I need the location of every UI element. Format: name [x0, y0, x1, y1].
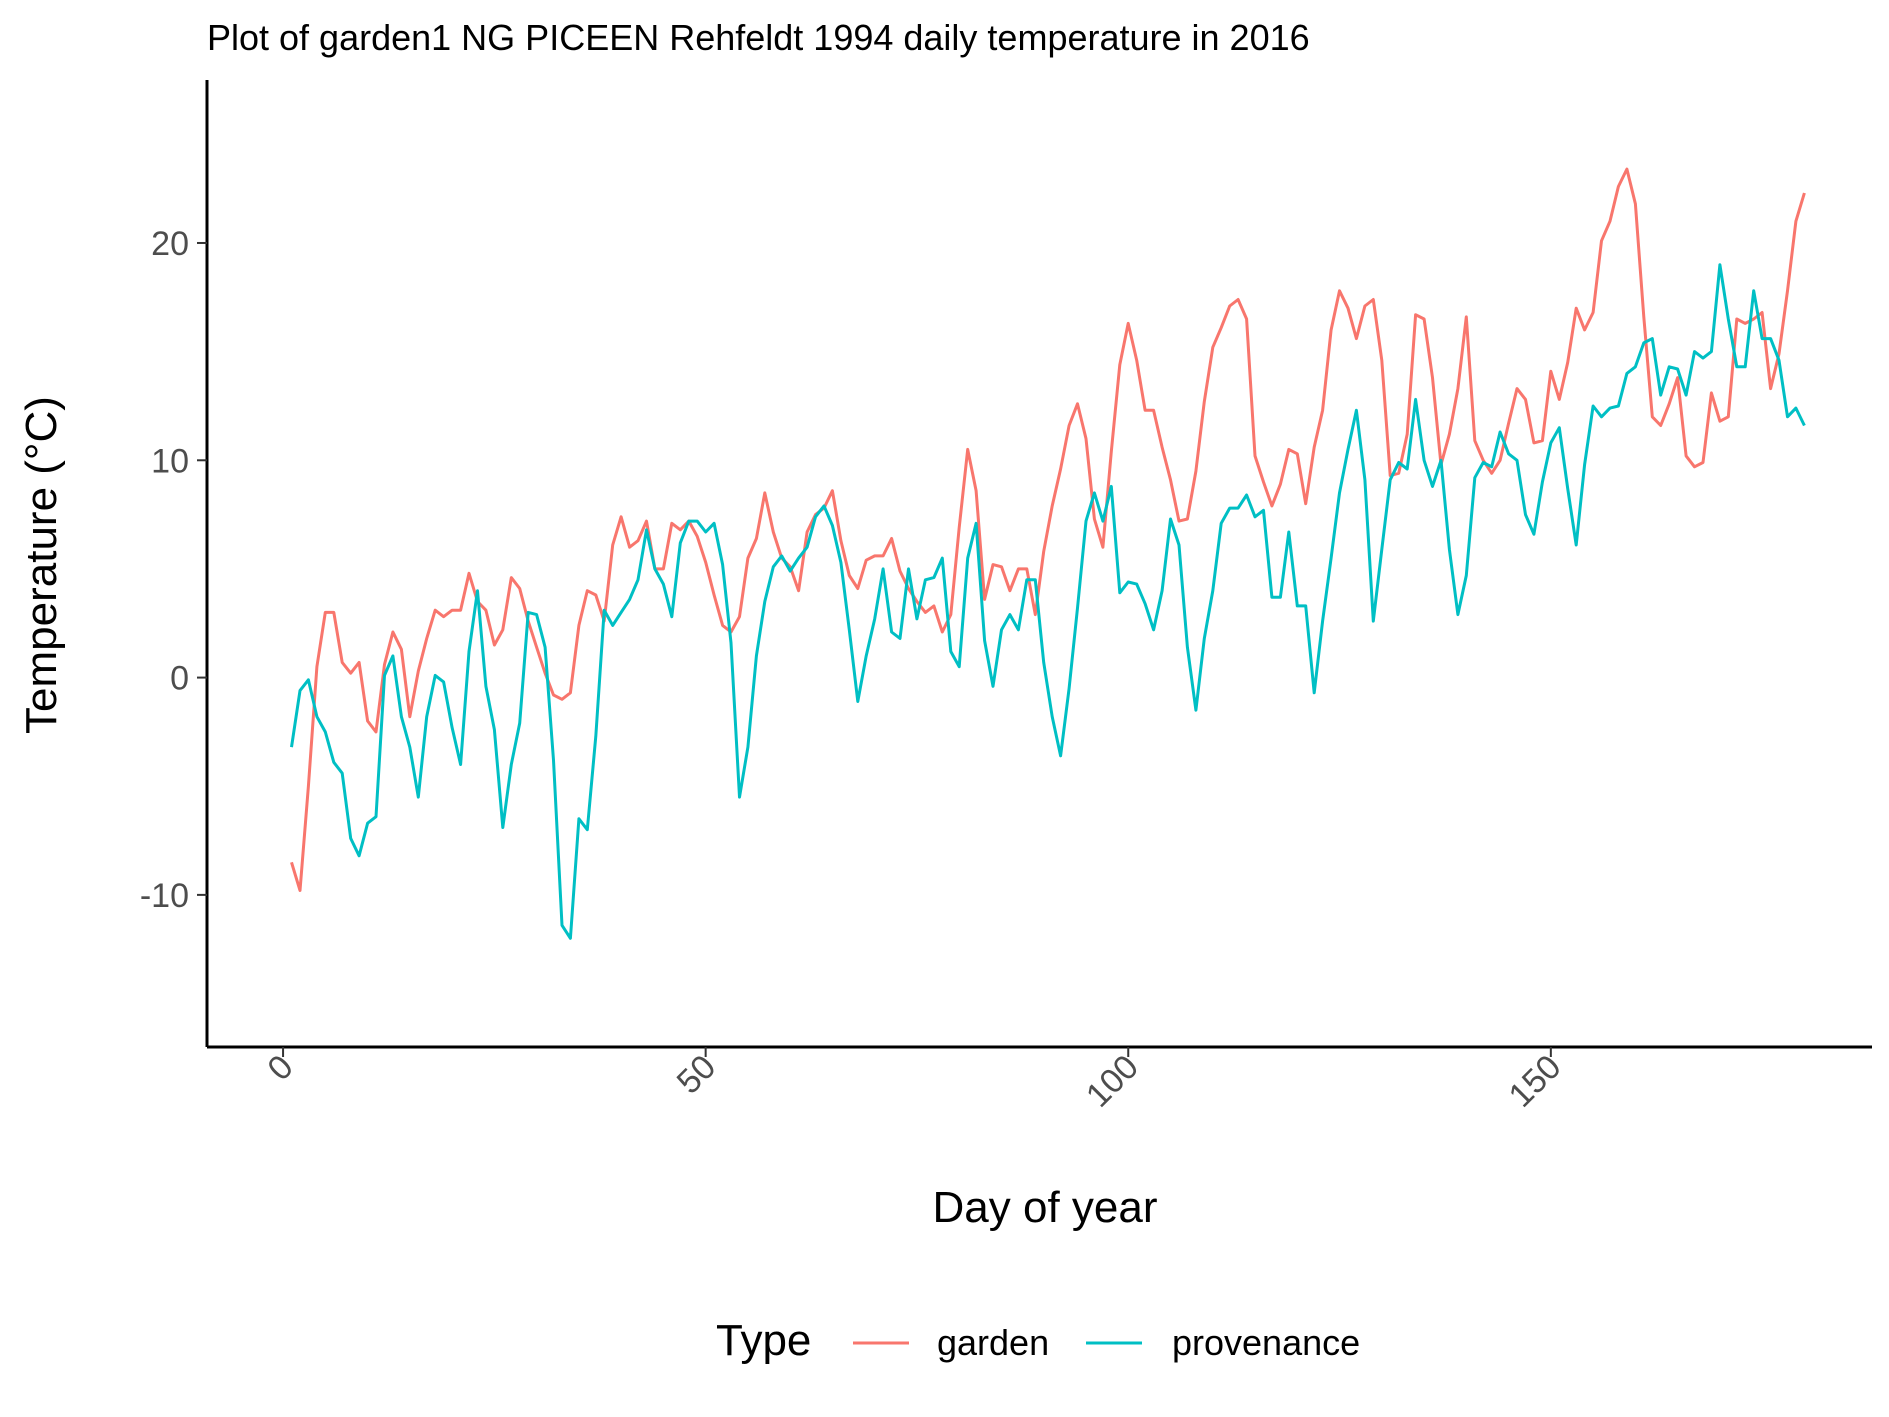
y-tick-label: 10 [151, 442, 189, 480]
y-tick-label: 0 [170, 660, 189, 698]
x-axis-ticks: 0 50 100 150 [260, 1047, 1568, 1115]
y-tick-label: -10 [140, 877, 189, 915]
series-line-garden [290, 167, 1806, 892]
series-line-provenance [290, 263, 1806, 940]
legend-title: Type [716, 1316, 811, 1365]
series-layer [290, 167, 1806, 940]
y-tick-label: 20 [151, 225, 189, 263]
y-axis-title: Temperature (°C) [17, 396, 66, 734]
x-tick-label: 150 [1502, 1048, 1569, 1115]
legend: Type garden provenance [716, 1316, 1360, 1365]
legend-label-provenance: provenance [1172, 1322, 1360, 1363]
x-axis-title: Day of year [933, 1183, 1158, 1232]
plot-area: -10 0 10 20 0 50 100 150 [140, 80, 1872, 1115]
x-tick-label: 100 [1079, 1048, 1146, 1115]
y-axis-ticks: -10 0 10 20 [140, 225, 207, 915]
legend-items: garden provenance [853, 1322, 1360, 1363]
legend-label-garden: garden [937, 1322, 1049, 1363]
chart-title: Plot of garden1 NG PICEEN Rehfeldt 1994 … [207, 17, 1310, 58]
x-tick-label: 0 [260, 1048, 300, 1088]
x-tick-label: 50 [670, 1048, 724, 1102]
